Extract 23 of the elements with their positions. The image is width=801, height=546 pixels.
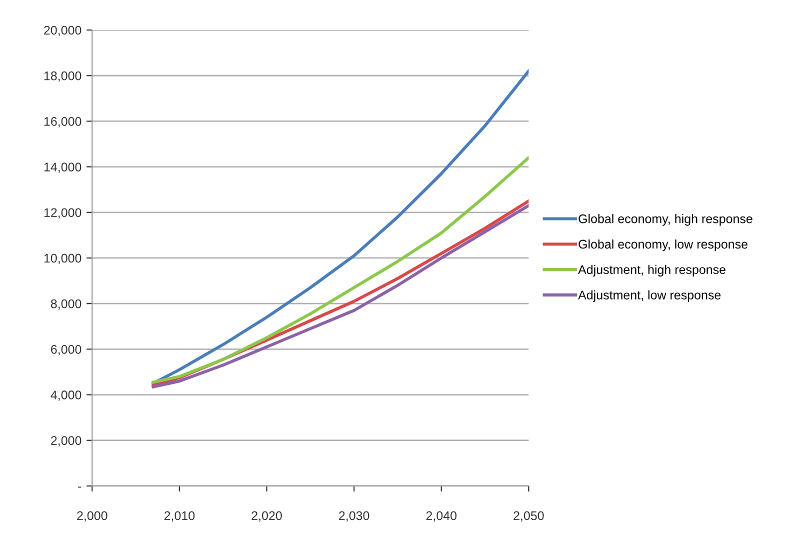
legend-label: Global economy, low response bbox=[578, 239, 748, 252]
y-tick-label: 18,000 bbox=[44, 71, 82, 82]
legend-label: Adjustment, high response bbox=[578, 264, 726, 277]
x-tick-label: 2,000 bbox=[77, 511, 108, 522]
y-tick-label: 10,000 bbox=[44, 254, 82, 264]
y-tick-label: 6,000 bbox=[51, 344, 82, 356]
legend-label: Global economy, high response bbox=[578, 214, 752, 226]
line-series bbox=[152, 156, 529, 384]
y-tick-label: 12,000 bbox=[44, 208, 82, 219]
x-tick-label: 2,020 bbox=[252, 511, 282, 522]
y-tick-label: 8,000 bbox=[50, 299, 82, 310]
legend-label: Adjustment, low response bbox=[578, 290, 721, 302]
y-tick-label: 2,000 bbox=[51, 436, 82, 446]
line-series bbox=[152, 70, 529, 385]
x-tick-label: 2,040 bbox=[426, 511, 457, 522]
y-tick-label: 20,000 bbox=[44, 26, 82, 36]
y-tick-label: - bbox=[78, 486, 82, 488]
y-tick-label: 16,000 bbox=[44, 117, 82, 128]
x-tick-label: 2,050 bbox=[514, 511, 544, 522]
y-tick-label: 14,000 bbox=[44, 162, 82, 173]
x-tick-label: 2,010 bbox=[164, 511, 195, 522]
x-tick-label: 2,030 bbox=[339, 511, 370, 522]
y-tick-label: 4,000 bbox=[50, 390, 82, 401]
